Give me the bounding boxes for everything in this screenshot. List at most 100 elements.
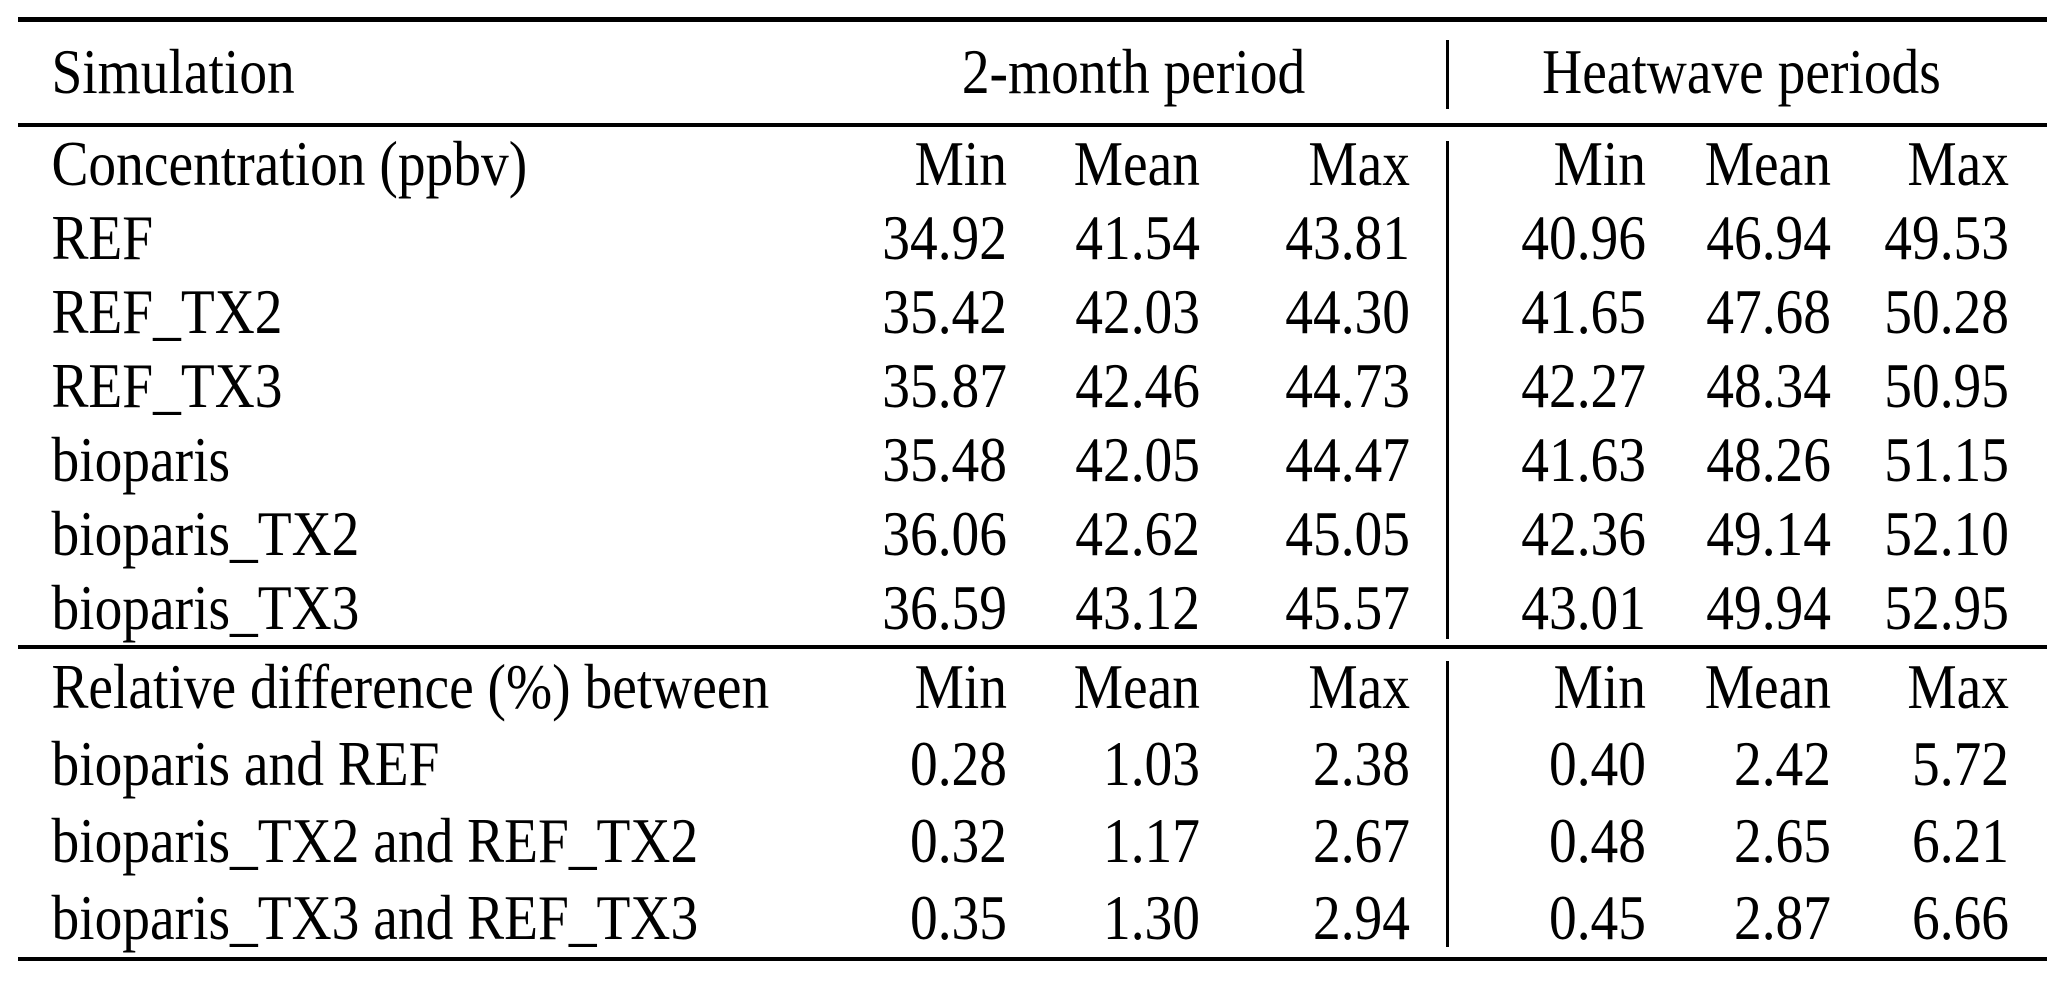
relative-subheader-row: Relative difference (%) between Min Mean… [18, 649, 2047, 726]
cell-value: 0.32 [909, 806, 1007, 877]
table-row: bioparis 35.48 42.05 44.47 41.63 48.26 5… [18, 423, 2047, 497]
subheader-mean: Mean [1704, 652, 1831, 723]
cell-value: 1.17 [1102, 806, 1200, 877]
row-label: bioparis and REF [51, 729, 440, 800]
concentration-subheader-row: Concentration (ppbv) Min Mean Max Min Me… [18, 127, 2047, 201]
subheader-mean: Mean [1704, 128, 1831, 199]
bottom-rule [18, 957, 2047, 961]
row-label: bioparis_TX3 [51, 572, 360, 643]
cell-value: 2.42 [1733, 729, 1831, 800]
cell-value: 44.30 [1285, 276, 1410, 347]
relative-vertical-divider [1446, 661, 1449, 947]
relative-difference-label: Relative difference (%) between [51, 652, 770, 723]
subheader-max: Max [1907, 128, 2009, 199]
cell-value: 6.66 [1911, 883, 2009, 954]
concentration-vertical-divider [1446, 141, 1449, 639]
cell-value: 43.01 [1521, 572, 1646, 643]
cell-value: 46.94 [1706, 202, 1831, 273]
concentration-label: Concentration (ppbv) [51, 128, 528, 199]
cell-value: 44.73 [1285, 350, 1410, 421]
cell-value: 1.30 [1102, 883, 1200, 954]
table-row: bioparis and REF 0.28 1.03 2.38 0.40 2.4… [18, 726, 2047, 803]
cell-value: 2.94 [1312, 883, 1410, 954]
subheader-min: Min [1553, 128, 1646, 199]
table-row: REF_TX3 35.87 42.46 44.73 42.27 48.34 50… [18, 349, 2047, 423]
cell-value: 35.48 [882, 424, 1007, 495]
cell-value: 36.06 [882, 498, 1007, 569]
cell-value: 2.38 [1312, 729, 1410, 800]
cell-value: 42.05 [1075, 424, 1200, 495]
cell-value: 41.65 [1521, 276, 1646, 347]
concentration-section: Concentration (ppbv) Min Mean Max Min Me… [18, 127, 2047, 645]
cell-value: 40.96 [1521, 202, 1646, 273]
subheader-min: Min [914, 652, 1007, 723]
row-label: REF [51, 202, 154, 273]
cell-value: 36.59 [882, 572, 1007, 643]
statistics-table: Simulation 2-month period Heatwave perio… [18, 17, 2047, 961]
cell-value: 49.94 [1706, 572, 1831, 643]
row-label: bioparis_TX2 [51, 498, 360, 569]
row-label: REF_TX2 [51, 276, 283, 347]
cell-value: 43.12 [1075, 572, 1200, 643]
header-heatwave-periods: Heatwave periods [1542, 37, 1941, 108]
row-label: bioparis_TX2 and REF_TX2 [51, 806, 699, 877]
cell-value: 0.35 [909, 883, 1007, 954]
row-label: REF_TX3 [51, 350, 283, 421]
cell-value: 42.27 [1521, 350, 1646, 421]
cell-value: 48.34 [1706, 350, 1831, 421]
subheader-max: Max [1308, 652, 1410, 723]
cell-value: 50.95 [1884, 350, 2009, 421]
cell-value: 49.53 [1884, 202, 2009, 273]
table-row: bioparis_TX2 and REF_TX2 0.32 1.17 2.67 … [18, 803, 2047, 880]
subheader-mean: Mean [1073, 128, 1200, 199]
header-rule [18, 123, 2047, 127]
table-row: REF 34.92 41.54 43.81 40.96 46.94 49.53 [18, 201, 2047, 275]
table-row: bioparis_TX3 and REF_TX3 0.35 1.30 2.94 … [18, 880, 2047, 957]
cell-value: 48.26 [1706, 424, 1831, 495]
cell-value: 43.81 [1285, 202, 1410, 273]
table-row: bioparis_TX3 36.59 43.12 45.57 43.01 49.… [18, 571, 2047, 645]
cell-value: 45.05 [1285, 498, 1410, 569]
cell-value: 2.65 [1733, 806, 1831, 877]
subheader-min: Min [1553, 652, 1646, 723]
table-header-row: Simulation 2-month period Heatwave perio… [18, 22, 2047, 123]
cell-value: 50.28 [1884, 276, 2009, 347]
cell-value: 1.03 [1102, 729, 1200, 800]
cell-value: 0.40 [1548, 729, 1646, 800]
cell-value: 2.87 [1733, 883, 1831, 954]
section-rule [18, 645, 2047, 649]
cell-value: 6.21 [1911, 806, 2009, 877]
cell-value: 2.67 [1312, 806, 1410, 877]
cell-value: 0.28 [909, 729, 1007, 800]
cell-value: 52.10 [1884, 498, 2009, 569]
table-row: bioparis_TX2 36.06 42.62 45.05 42.36 49.… [18, 497, 2047, 571]
header-2month-period: 2-month period [961, 37, 1306, 108]
cell-value: 49.14 [1706, 498, 1831, 569]
subheader-min: Min [914, 128, 1007, 199]
cell-value: 0.45 [1548, 883, 1646, 954]
cell-value: 34.92 [882, 202, 1007, 273]
cell-value: 35.87 [882, 350, 1007, 421]
cell-value: 47.68 [1706, 276, 1831, 347]
cell-value: 51.15 [1884, 424, 2009, 495]
cell-value: 42.46 [1075, 350, 1200, 421]
cell-value: 42.36 [1521, 498, 1646, 569]
cell-value: 35.42 [882, 276, 1007, 347]
subheader-max: Max [1308, 128, 1410, 199]
cell-value: 5.72 [1911, 729, 2009, 800]
cell-value: 42.03 [1075, 276, 1200, 347]
header-vertical-divider [1446, 40, 1449, 109]
subheader-max: Max [1907, 652, 2009, 723]
cell-value: 44.47 [1285, 424, 1410, 495]
relative-difference-section: Relative difference (%) between Min Mean… [18, 649, 2047, 957]
row-label: bioparis_TX3 and REF_TX3 [51, 883, 699, 954]
cell-value: 0.48 [1548, 806, 1646, 877]
cell-value: 42.62 [1075, 498, 1200, 569]
table-row: REF_TX2 35.42 42.03 44.30 41.65 47.68 50… [18, 275, 2047, 349]
cell-value: 41.54 [1075, 202, 1200, 273]
subheader-mean: Mean [1073, 652, 1200, 723]
top-rule [18, 17, 2047, 22]
row-label: bioparis [51, 424, 231, 495]
header-simulation: Simulation [51, 37, 295, 108]
cell-value: 52.95 [1884, 572, 2009, 643]
